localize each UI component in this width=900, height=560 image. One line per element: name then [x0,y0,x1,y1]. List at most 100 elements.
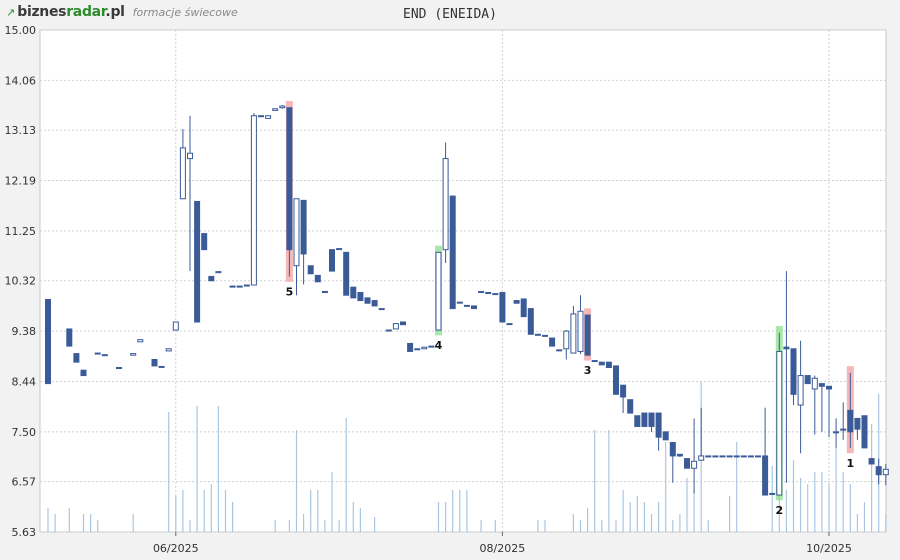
logo[interactable]: biznesradar.pl [17,4,125,20]
candle-body [73,353,80,363]
candle-body [485,292,492,295]
pattern-label: 5 [286,285,294,298]
candle-body [243,284,250,287]
candle-body [847,409,854,433]
candle-body [868,458,875,465]
chart-title: END (ENEIDA) [403,7,497,22]
logo-arrow-icon: ↗ [6,6,16,19]
candle-body [350,286,357,299]
candle-body [307,265,314,275]
candle-body [456,301,463,304]
candle-body [691,460,698,469]
candle-body [392,323,399,330]
candle-body [854,417,861,430]
x-tick-label: 06/2025 [153,542,199,555]
candle-body [492,293,499,296]
candle-body [321,290,328,294]
candle-body [620,384,627,398]
candle-body [208,275,215,282]
candle-body [811,377,818,390]
candle-body [499,292,506,323]
candle-body [343,251,350,296]
logo-part-b: radar [66,4,106,20]
candle-body [726,455,733,458]
y-tick-label: 6.57 [12,476,37,489]
candle-body [407,342,414,352]
pattern-label: 4 [435,339,443,352]
candle-body [818,383,825,387]
candle-body [826,385,832,390]
candle-body [215,271,222,274]
candle-body [655,412,662,438]
candle-body [471,305,477,310]
candle-body [584,314,591,356]
candle-body [400,321,406,326]
candle-body [719,455,726,458]
plot-area: 15.00 14.06 13.13 12.19 11.25 10.32 9.38 8.44 7.… [5,24,889,555]
candle-body [577,310,584,352]
candle-body [414,348,421,351]
candle-body [783,346,790,350]
y-tick-label: 13.13 [5,124,37,137]
candle-body [840,428,847,431]
candle-body [329,249,335,272]
candle-body [797,375,804,406]
candle-body [236,285,243,288]
candle-body [137,339,144,343]
candle-body [882,468,889,476]
candle-body [762,455,769,496]
candle-body [449,195,456,310]
candle-body [279,105,286,109]
candle-body [769,492,776,495]
candle-body [172,321,179,331]
candle-body [776,350,783,496]
candle-body [194,200,201,323]
candle-body [563,330,570,350]
y-tick-label: 8.44 [12,375,37,388]
pattern-label: 1 [846,457,854,470]
candle-body [428,345,435,348]
chart-subtitle: formacje świecowe [132,6,238,19]
candle-body [101,354,108,357]
candle-body [201,233,208,251]
y-tick-label: 14.06 [5,74,37,87]
candle-body [662,431,669,441]
candle-body [300,199,307,255]
candle-body [755,455,761,458]
candle-body [790,348,797,395]
candle-body [804,375,811,385]
pattern-label: 3 [584,364,592,377]
candle-body [336,248,343,251]
candle-body [669,442,676,457]
candle-body [314,274,321,283]
candle-body [442,158,449,251]
candle-body [250,115,257,286]
candle-body [634,415,641,427]
candle-body [875,466,882,476]
candle-body [733,455,740,458]
y-tick-label: 15.00 [5,24,37,37]
candle-body [165,348,172,352]
x-tick-label: 10/2025 [806,542,852,555]
candle-body [527,308,534,335]
candle-body [151,358,158,367]
x-tick-label: 08/2025 [480,542,526,555]
candle-body [506,323,513,326]
candle-body [179,147,186,200]
candle-body [130,353,137,356]
candle-body [435,251,442,331]
candle-body [648,412,655,427]
candle-body [513,300,520,304]
candle-body [229,285,236,288]
y-tick-label: 7.50 [12,426,37,439]
candle-body [286,107,293,251]
candle-body [463,304,470,307]
candle-body [598,361,605,366]
y-tick-label: 5.63 [12,526,37,539]
candle-body [712,455,719,458]
candle-body [676,453,683,457]
candle-body [478,290,485,294]
candle-body [705,455,712,458]
candle-body [520,298,527,318]
